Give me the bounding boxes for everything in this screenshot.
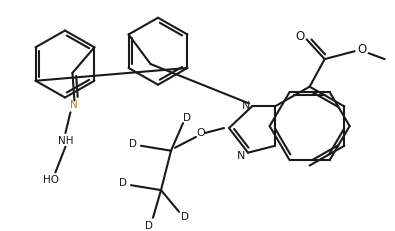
Text: HO: HO	[43, 175, 59, 185]
Text: D: D	[181, 212, 189, 222]
Text: N: N	[70, 100, 77, 110]
Text: O: O	[295, 30, 304, 43]
Text: N: N	[237, 151, 245, 161]
Text: O: O	[357, 43, 366, 56]
Text: O: O	[197, 128, 205, 138]
Text: NH: NH	[58, 136, 73, 146]
Text: D: D	[129, 139, 137, 149]
Text: D: D	[183, 113, 191, 123]
Text: D: D	[119, 178, 127, 188]
Text: N: N	[242, 101, 250, 111]
Text: D: D	[145, 221, 153, 231]
